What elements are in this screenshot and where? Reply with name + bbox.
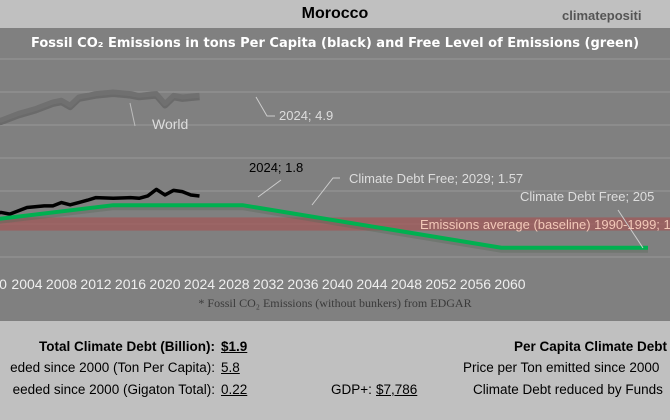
gigaton-exceeded-value: 0.22	[221, 382, 248, 397]
x-tick-label: 2020	[149, 276, 180, 292]
x-tick-label: 2040	[322, 276, 353, 292]
x-tick-label: 2012	[80, 276, 111, 292]
morocco-last-leader	[257, 179, 282, 198]
x-tick-label: 2036	[287, 276, 318, 292]
ton-exceeded-label: eded since 2000 (Ton Per Capita):	[10, 360, 215, 375]
country-title: Morocco	[301, 5, 369, 22]
total-debt-label: Total Climate Debt (Billion):	[39, 339, 215, 354]
total-debt-value: $1.9	[221, 339, 248, 354]
morocco-line	[0, 187, 200, 216]
world-label-leader	[129, 102, 136, 127]
world-line	[0, 89, 200, 123]
x-tick-label: 2056	[460, 276, 491, 292]
gdp-label: GDP+:	[331, 382, 372, 397]
x-tick-label: 2024	[184, 276, 215, 292]
price-per-ton-label: Price per Ton emitted since 2000	[463, 360, 660, 375]
x-tick-label: 2044	[356, 276, 387, 292]
ton-exceeded-value: 5.8	[221, 360, 240, 375]
per-capita-debt-label: Per Capita Climate Debt	[514, 339, 668, 354]
footnote: * Fossil CO₂ Emissions (without bunkers)…	[198, 296, 471, 310]
site-logo-text: climatepositi	[562, 8, 642, 23]
debt-free-2-label: Climate Debt Free; 205	[520, 189, 654, 204]
x-tick-label: 0	[0, 276, 7, 292]
x-tick-label: 2016	[115, 276, 146, 292]
free-level-of-emissions-line	[0, 203, 648, 250]
x-tick-label: 2032	[253, 276, 284, 292]
header-bar: Morocco climatepositi	[0, 0, 670, 28]
debt-free-1-label: Climate Debt Free; 2029; 1.57	[349, 171, 523, 186]
gigaton-exceeded-label: eeded since 2000 (Gigaton Total):	[12, 382, 215, 397]
morocco-last-label: 2024; 1.8	[249, 160, 303, 175]
chart-title: Fossil CO₂ Emissions in tons Per Capita …	[31, 36, 639, 51]
x-tick-label: 2052	[425, 276, 456, 292]
x-tick-label: 2060	[494, 276, 525, 292]
world-label: World	[152, 116, 188, 132]
world-last-leader	[255, 96, 275, 117]
chart-area	[0, 28, 670, 321]
gdp-value: $7,786	[376, 382, 418, 397]
debt-free-1-leader	[311, 177, 340, 206]
x-tick-label: 2048	[391, 276, 422, 292]
debt-reduced-label: Climate Debt reduced by Funds	[473, 382, 663, 397]
debt-free-2-leader	[617, 209, 644, 249]
baseline-band	[0, 217, 670, 231]
world-last-label: 2024; 4.9	[279, 108, 333, 123]
x-tick-label: 2008	[46, 276, 77, 292]
baseline-label: Emissions average (baseline) 1990-1999; …	[420, 217, 670, 232]
x-tick-label: 2028	[218, 276, 249, 292]
x-tick-label: 2004	[11, 276, 42, 292]
